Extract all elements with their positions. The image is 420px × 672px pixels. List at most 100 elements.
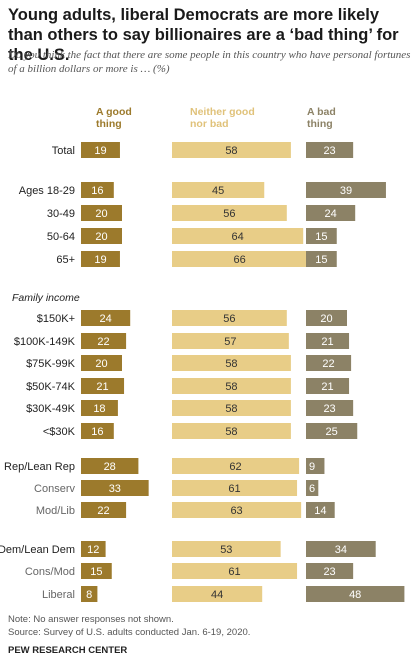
data-label-bad: 23 bbox=[323, 566, 335, 578]
bar-neither bbox=[172, 458, 300, 474]
data-label-neither: 44 bbox=[211, 589, 223, 601]
bar-good bbox=[81, 541, 106, 557]
data-label-neither: 56 bbox=[223, 208, 235, 220]
data-label-neither: 58 bbox=[225, 403, 237, 415]
row-label: $100K-149K bbox=[14, 336, 76, 348]
bar-good bbox=[81, 310, 131, 326]
row-label: <$30K bbox=[43, 426, 76, 438]
data-label-good: 21 bbox=[96, 381, 108, 393]
bar-good bbox=[81, 205, 122, 221]
bar-neither bbox=[172, 355, 291, 371]
bar-neither bbox=[172, 182, 265, 198]
data-label-good: 28 bbox=[104, 461, 116, 473]
chart-source: Source: Survey of U.S. adults conducted … bbox=[8, 627, 251, 638]
data-label-bad: 21 bbox=[321, 336, 333, 348]
data-label-bad: 14 bbox=[314, 505, 326, 517]
chart-note: Note: No answer responses not shown. bbox=[8, 614, 174, 625]
data-label-good: 22 bbox=[97, 336, 109, 348]
bar-bad bbox=[306, 378, 350, 394]
data-label-neither: 62 bbox=[229, 461, 241, 473]
data-label-neither: 58 bbox=[225, 358, 237, 370]
bar-good bbox=[81, 586, 98, 602]
bar-good bbox=[81, 251, 120, 267]
bar-bad bbox=[306, 251, 337, 267]
data-label-bad: 15 bbox=[315, 231, 327, 243]
bar-bad bbox=[306, 423, 358, 439]
row-label: Total bbox=[52, 145, 75, 157]
data-label-neither: 58 bbox=[225, 426, 237, 438]
data-label-neither: 57 bbox=[224, 336, 236, 348]
data-label-good: 15 bbox=[90, 566, 102, 578]
bar-neither bbox=[172, 142, 291, 158]
data-label-good: 16 bbox=[91, 185, 103, 197]
bar-bad bbox=[306, 400, 354, 416]
bar-good bbox=[81, 355, 122, 371]
bar-bad bbox=[306, 310, 347, 326]
data-label-neither: 45 bbox=[212, 185, 224, 197]
group-header-label: Family income bbox=[12, 292, 80, 304]
bar-good bbox=[81, 480, 149, 496]
bar-bad bbox=[306, 541, 376, 557]
data-label-bad: 23 bbox=[323, 145, 335, 157]
data-label-neither: 64 bbox=[231, 231, 243, 243]
row-label: Cons/Mod bbox=[25, 566, 75, 578]
bar-bad bbox=[306, 458, 325, 474]
bar-bad bbox=[306, 502, 335, 518]
bar-neither bbox=[172, 333, 289, 349]
row-label: $75K-99K bbox=[26, 358, 76, 370]
data-label-good: 19 bbox=[94, 254, 106, 266]
bar-neither bbox=[172, 502, 302, 518]
bar-neither bbox=[172, 400, 291, 416]
data-label-bad: 21 bbox=[321, 381, 333, 393]
bar-neither bbox=[172, 480, 298, 496]
brand-label: PEW RESEARCH CENTER bbox=[8, 645, 128, 656]
data-label-good: 16 bbox=[91, 426, 103, 438]
data-label-good: 20 bbox=[95, 231, 107, 243]
data-label-bad: 9 bbox=[309, 461, 315, 473]
data-label-good: 18 bbox=[93, 403, 105, 415]
row-label: Conserv bbox=[34, 483, 75, 495]
bar-good bbox=[81, 502, 127, 518]
data-label-neither: 58 bbox=[225, 381, 237, 393]
bar-bad bbox=[306, 355, 352, 371]
chart-title: Young adults, liberal Democrats are more… bbox=[8, 6, 399, 64]
bar-bad bbox=[306, 563, 354, 579]
data-label-good: 8 bbox=[86, 589, 92, 601]
data-label-neither: 56 bbox=[223, 313, 235, 325]
bar-bad bbox=[306, 586, 405, 602]
bar-neither bbox=[172, 541, 281, 557]
row-label: Rep/Lean Rep bbox=[4, 461, 75, 473]
data-label-bad: 20 bbox=[320, 313, 332, 325]
data-label-bad: 25 bbox=[326, 426, 338, 438]
row-label: Mod/Lib bbox=[36, 505, 75, 517]
column-header-neither: Neither good nor bad bbox=[190, 106, 255, 130]
data-label-neither: 63 bbox=[230, 505, 242, 517]
row-label: $30K-49K bbox=[26, 403, 76, 415]
bar-neither bbox=[172, 563, 298, 579]
chart-subtitle: Do you think the fact that there are som… bbox=[8, 49, 411, 75]
column-header-good: A good thing bbox=[96, 106, 132, 130]
data-label-bad: 34 bbox=[335, 544, 347, 556]
bar-neither bbox=[172, 378, 291, 394]
bar-good bbox=[81, 333, 127, 349]
row-label: 50-64 bbox=[47, 231, 75, 243]
data-label-bad: 39 bbox=[340, 185, 352, 197]
column-header-bad: A bad thing bbox=[307, 106, 336, 130]
row-label: Liberal bbox=[42, 589, 75, 601]
bar-good bbox=[81, 182, 114, 198]
data-label-neither: 66 bbox=[234, 254, 246, 266]
row-label: Dem/Lean Dem bbox=[0, 544, 75, 556]
data-label-good: 33 bbox=[109, 483, 121, 495]
data-label-bad: 48 bbox=[349, 589, 361, 601]
bar-neither bbox=[172, 586, 263, 602]
bar-neither bbox=[172, 205, 287, 221]
bar-neither bbox=[172, 251, 308, 267]
data-label-good: 19 bbox=[94, 145, 106, 157]
data-label-bad: 23 bbox=[323, 403, 335, 415]
bar-good bbox=[81, 423, 114, 439]
data-label-good: 12 bbox=[87, 544, 99, 556]
bar-good bbox=[81, 142, 120, 158]
bar-neither bbox=[172, 228, 304, 244]
bar-bad bbox=[306, 142, 354, 158]
